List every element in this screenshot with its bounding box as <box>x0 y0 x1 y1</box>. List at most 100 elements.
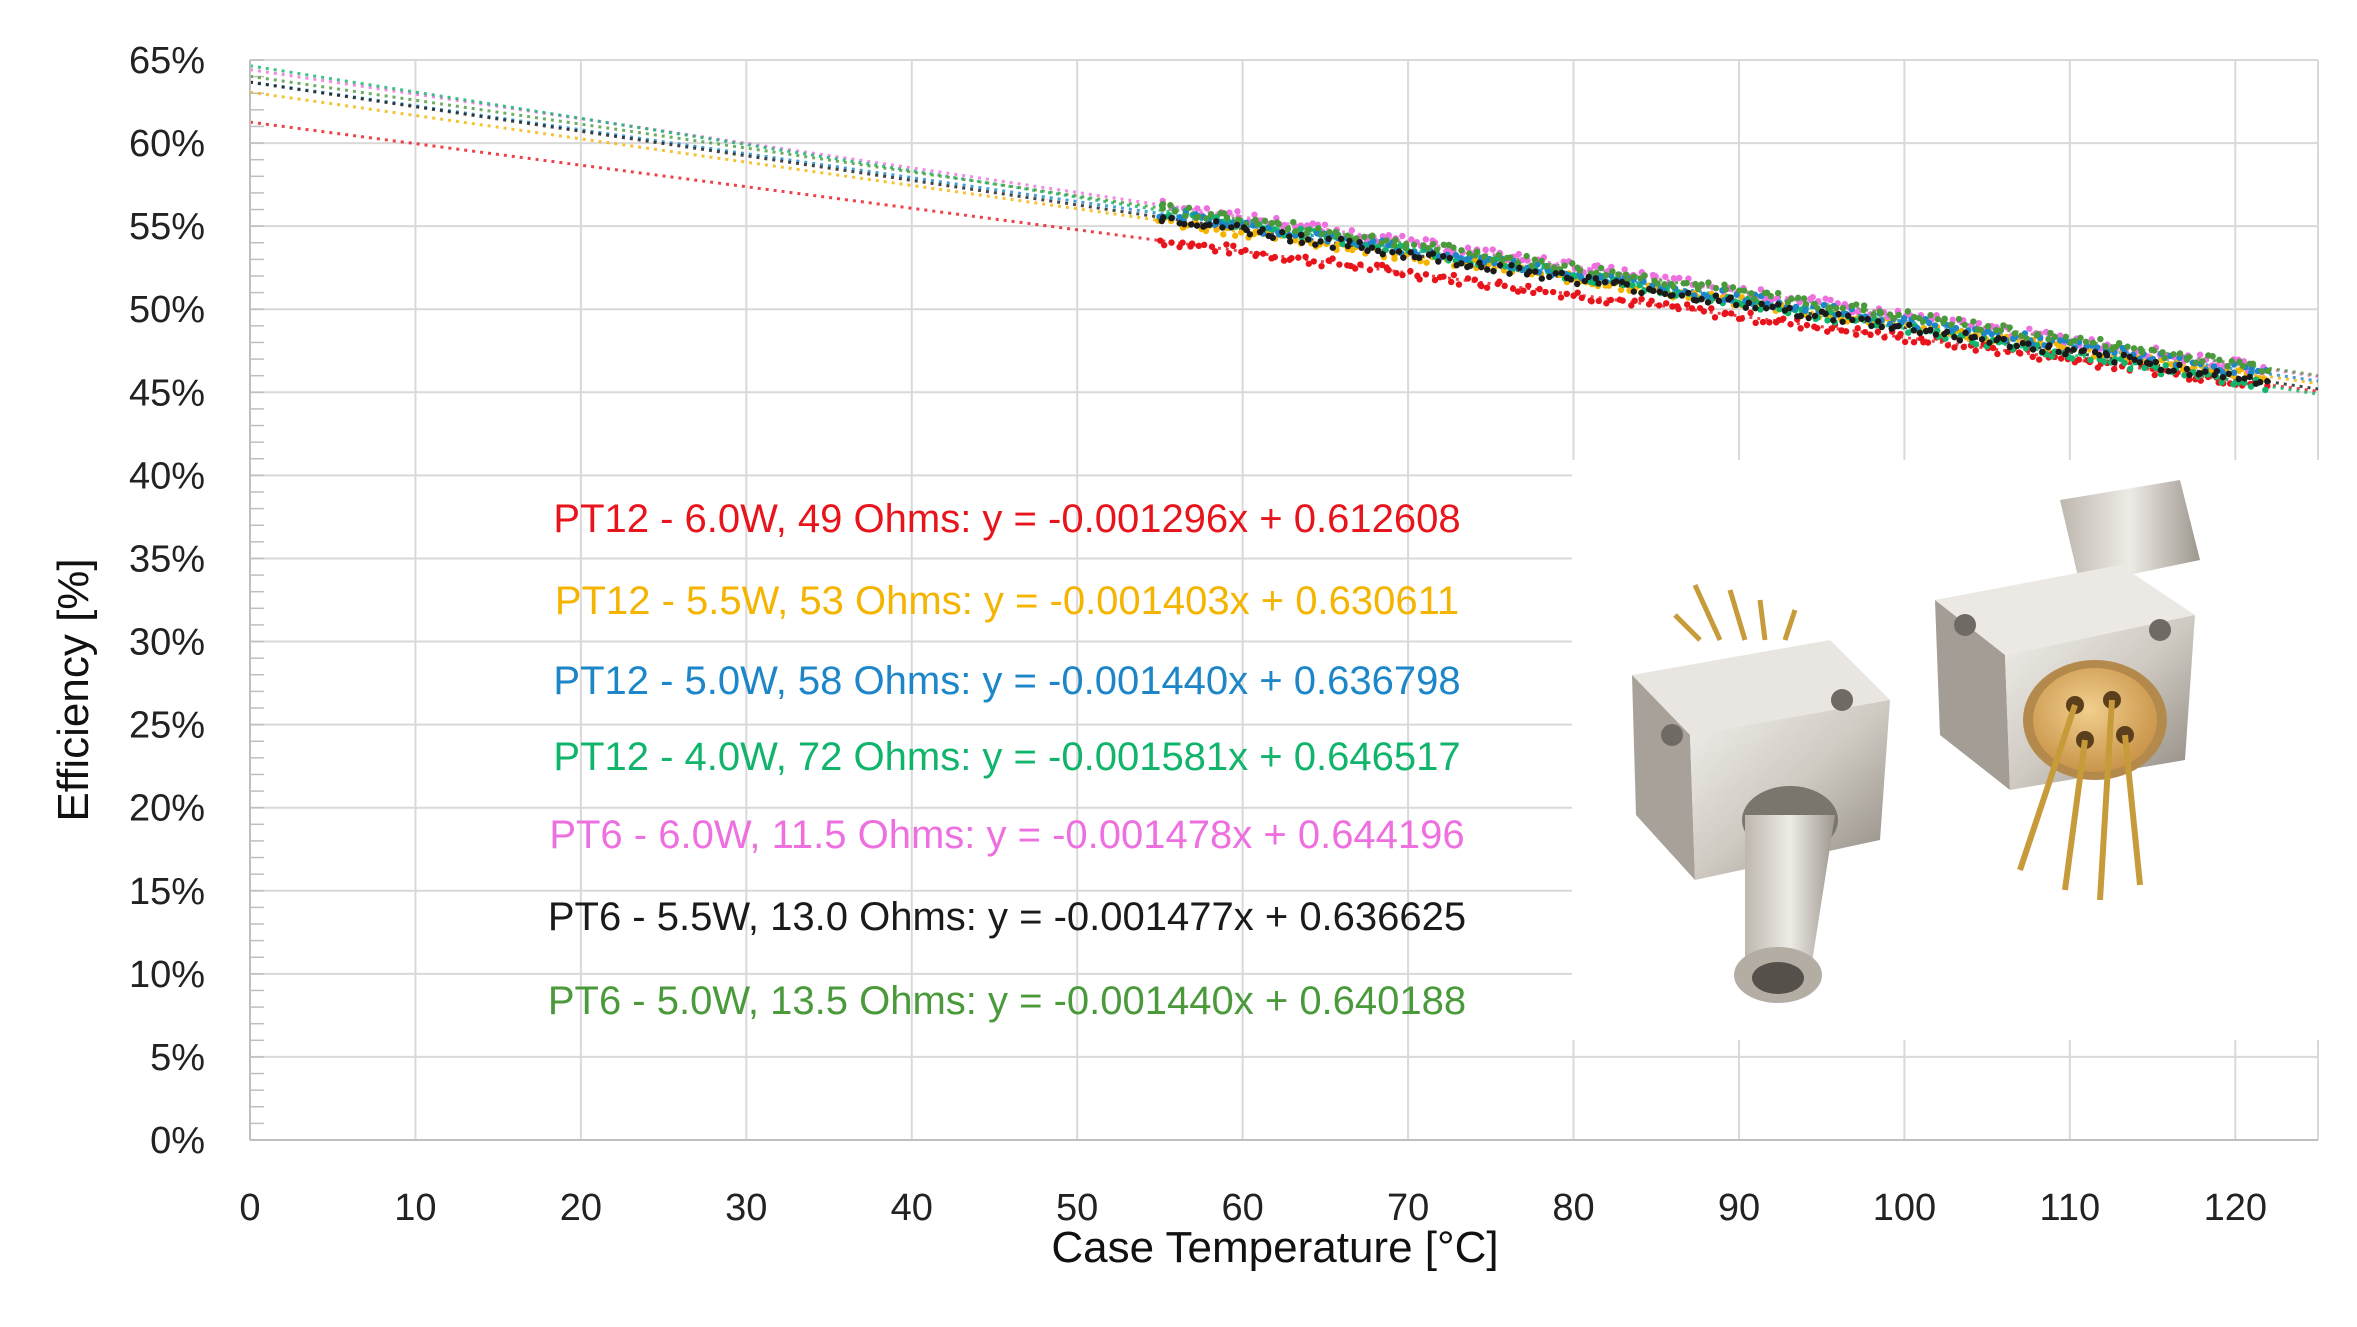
series-point <box>1832 304 1840 312</box>
series-point <box>2197 370 2204 377</box>
series-point <box>1738 315 1746 322</box>
series-point <box>1629 281 1636 289</box>
series-point <box>2082 338 2090 346</box>
series-point <box>1225 250 1233 257</box>
series-point <box>1447 278 1455 286</box>
series-point <box>1325 235 1332 243</box>
series-point <box>1329 255 1336 262</box>
series-point <box>1206 221 1213 228</box>
series-point <box>1988 330 1995 338</box>
series-point <box>2210 363 2218 370</box>
series-point <box>1259 250 1267 257</box>
series-point <box>1496 278 1503 285</box>
series-point <box>1242 246 1249 254</box>
series-point <box>2264 378 2271 385</box>
series-point <box>1748 290 1755 297</box>
series-point <box>2000 335 2008 343</box>
equation-label: PT12 - 4.0W, 72 Ohms: y = -0.001581x + 0… <box>553 735 1460 779</box>
series-point <box>1269 234 1276 241</box>
series-point <box>1852 331 1860 338</box>
series-point <box>1230 242 1237 250</box>
series-point <box>1243 226 1250 234</box>
series-point <box>2258 368 2266 375</box>
series-point <box>1399 232 1406 240</box>
series-point <box>2004 348 2012 356</box>
y-tick-label: 20% <box>129 788 205 830</box>
series-point <box>1495 251 1502 259</box>
series-point <box>1194 205 1201 212</box>
series-point <box>1694 285 1702 293</box>
series-point <box>1797 325 1804 332</box>
series-point <box>1279 228 1286 236</box>
series-point <box>1395 248 1403 255</box>
series-point <box>1986 339 1993 346</box>
equation-label: PT12 - 5.5W, 53 Ohms: y = -0.001403x + 0… <box>555 579 1459 623</box>
x-tick-label: 70 <box>1387 1187 1429 1229</box>
series-point <box>1424 244 1432 252</box>
series-point <box>2219 368 2226 376</box>
series-point <box>1617 286 1625 294</box>
series-point <box>1932 331 1940 338</box>
series-point <box>2262 386 2269 394</box>
series-point <box>1774 289 1782 297</box>
series-point <box>2000 322 2007 329</box>
series-point <box>1722 309 1729 317</box>
series-point <box>1280 257 1288 264</box>
series-point <box>1860 302 1868 309</box>
series-point <box>2115 339 2123 347</box>
series-point <box>1615 271 1622 278</box>
series-point <box>1226 209 1233 216</box>
series-point <box>1464 244 1472 251</box>
series-point <box>1698 281 1705 288</box>
series-point <box>1961 321 1969 329</box>
series-point <box>2181 372 2188 379</box>
series-point <box>2241 375 2248 382</box>
series-point <box>1538 257 1545 265</box>
series-point <box>1392 236 1399 244</box>
series-point <box>1431 276 1439 284</box>
series-point <box>2230 381 2237 388</box>
series-point <box>1960 343 1967 351</box>
series-point <box>2228 357 2236 365</box>
series-point <box>1408 236 1415 243</box>
series-point <box>1415 254 1423 262</box>
series-point <box>1670 283 1677 290</box>
series-point <box>1662 300 1670 307</box>
series-point <box>2199 358 2206 365</box>
equation-label: PT12 - 6.0W, 49 Ohms: y = -0.001296x + 0… <box>553 497 1460 541</box>
series-point <box>1391 255 1398 262</box>
series-point <box>1824 328 1831 335</box>
series-point <box>1844 312 1852 319</box>
series-point <box>1781 307 1789 314</box>
series-point <box>1801 307 1809 315</box>
series-point <box>2150 347 2158 354</box>
series-point <box>2165 368 2173 375</box>
series-point <box>2202 368 2209 375</box>
series-point <box>1972 347 1979 354</box>
series-point <box>1757 306 1764 313</box>
series-point <box>1842 328 1850 335</box>
series-point <box>1450 244 1457 251</box>
series-point <box>1234 208 1241 215</box>
x-tick-label: 10 <box>394 1187 436 1229</box>
series-point <box>1268 220 1275 227</box>
series-point <box>1588 298 1595 305</box>
series-point <box>2051 333 2059 341</box>
series-point <box>2029 346 2037 353</box>
series-point <box>1187 221 1195 228</box>
series-point <box>1389 248 1396 256</box>
x-tick-label: 60 <box>1221 1187 1263 1229</box>
series-point <box>1317 238 1324 245</box>
y-tick-label: 15% <box>129 871 205 913</box>
series-point <box>1435 258 1442 265</box>
series-point <box>1450 271 1458 279</box>
series-point <box>1952 324 1960 332</box>
series-point <box>2185 353 2193 361</box>
series-point <box>1675 305 1682 313</box>
series-point <box>1727 310 1735 317</box>
series-point <box>1471 276 1479 283</box>
series-point <box>1179 239 1186 246</box>
series-point <box>1805 314 1812 322</box>
y-tick-label: 40% <box>129 455 205 497</box>
series-point <box>1797 312 1805 320</box>
